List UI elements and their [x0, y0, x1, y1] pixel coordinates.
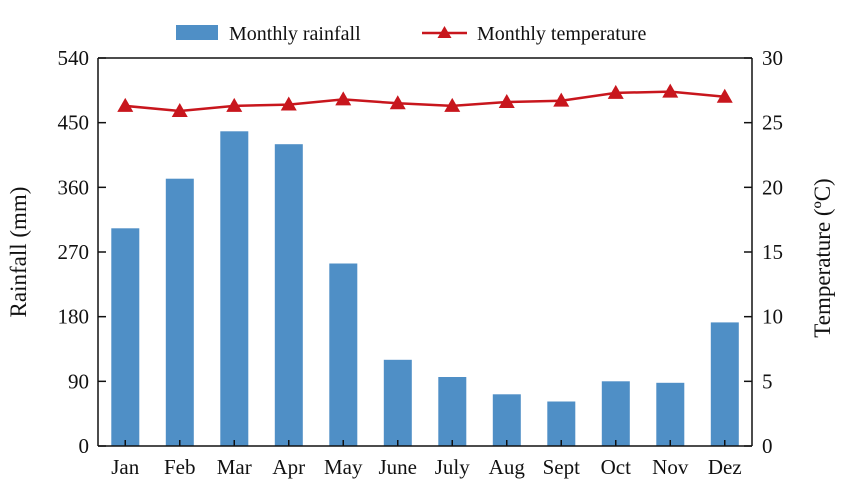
temperature-marker: [607, 84, 624, 99]
legend-label-temperature: Monthly temperature: [477, 23, 647, 45]
x-tick-label: Dez: [708, 455, 742, 479]
y-axis-title-left: Rainfall (mm): [6, 187, 31, 318]
rainfall-bar: [710, 322, 739, 446]
x-tick-label: Jan: [111, 455, 139, 479]
temperature-marker: [444, 97, 461, 112]
rainfall-bar: [274, 144, 303, 446]
temperature-marker: [335, 91, 352, 106]
temperature-marker: [553, 92, 570, 107]
temperature-marker: [117, 97, 134, 112]
rainfall-bar: [547, 401, 576, 446]
right-tick-label: 20: [762, 175, 783, 199]
rainfall-bar: [329, 263, 358, 446]
left-y-ticks: 0 90 180 270 360 450 540: [58, 46, 106, 458]
rainfall-bar: [111, 228, 140, 446]
temperature-marker: [171, 103, 188, 118]
x-tick-label: Feb: [164, 455, 196, 479]
temperature-marker: [389, 95, 406, 110]
temperature-marker: [280, 96, 297, 111]
legend-label-rainfall: Monthly rainfall: [229, 23, 361, 45]
left-tick-label: 450: [58, 111, 90, 135]
temperature-marker: [716, 88, 733, 103]
left-tick-label: 180: [58, 305, 90, 329]
right-tick-label: 0: [762, 434, 773, 458]
temperature-series: [117, 83, 733, 118]
right-tick-label: 5: [762, 369, 773, 393]
right-tick-label: 30: [762, 46, 783, 70]
right-tick-label: 25: [762, 111, 783, 135]
left-tick-label: 0: [79, 434, 90, 458]
legend-swatch-rainfall: [176, 25, 218, 40]
x-axis-labels: Jan Feb Mar Apr May June July Aug Sept Oct Nov Dez: [111, 440, 742, 479]
temperature-marker: [662, 83, 679, 98]
temperature-line: [125, 90, 725, 113]
left-tick-label: 270: [58, 240, 90, 264]
rainfall-bar: [383, 359, 412, 446]
right-tick-label: 10: [762, 305, 783, 329]
x-tick-label: Apr: [272, 455, 305, 479]
right-tick-label: 15: [762, 240, 783, 264]
rainfall-bar: [656, 382, 685, 446]
legend-marker-temperature: [437, 26, 452, 38]
x-tick-label: July: [435, 455, 471, 479]
temperature-marker: [226, 97, 243, 112]
left-tick-label: 360: [58, 175, 90, 199]
left-tick-label: 90: [68, 369, 89, 393]
x-tick-label: Nov: [652, 455, 689, 479]
temperature-marker: [498, 93, 515, 108]
x-tick-label: June: [379, 455, 418, 479]
x-tick-label: Sept: [543, 455, 581, 479]
rainfall-bar: [492, 394, 521, 446]
x-tick-label: Aug: [489, 455, 526, 479]
x-tick-label: Oct: [601, 455, 631, 479]
left-tick-label: 540: [58, 46, 90, 70]
rainfall-bar: [165, 178, 194, 446]
y-axis-title-right: Temperature (ºC): [810, 178, 835, 337]
rainfall-bar: [438, 377, 467, 446]
rainfall-bar: [601, 381, 630, 446]
plot-frame: [97, 57, 753, 447]
x-tick-label: Mar: [217, 455, 252, 479]
rainfall-bar: [220, 131, 249, 447]
legend: Monthly rainfall Monthly temperature: [176, 23, 647, 45]
x-tick-label: May: [324, 455, 363, 479]
right-y-ticks: 0 5 10 15 20 25 30: [744, 46, 783, 458]
rainfall-bars: [111, 131, 739, 447]
